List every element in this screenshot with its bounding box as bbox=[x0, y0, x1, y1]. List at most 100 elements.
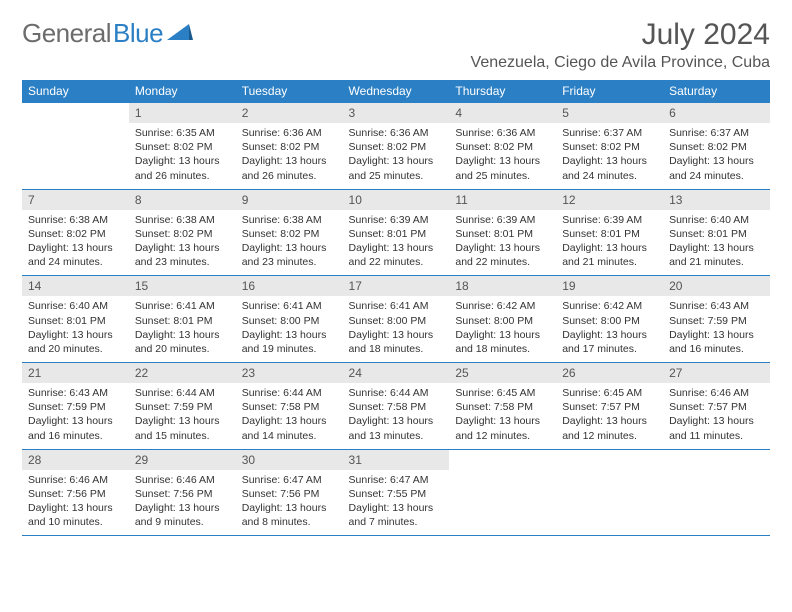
sunset-text: Sunset: 7:55 PM bbox=[349, 487, 444, 501]
day-body: Sunrise: 6:37 AMSunset: 8:02 PMDaylight:… bbox=[556, 123, 663, 189]
sunset-text: Sunset: 7:57 PM bbox=[562, 400, 657, 414]
sunset-text: Sunset: 7:57 PM bbox=[669, 400, 764, 414]
calendar-day: 27Sunrise: 6:46 AMSunset: 7:57 PMDayligh… bbox=[663, 363, 770, 450]
sunrise-text: Sunrise: 6:45 AM bbox=[562, 386, 657, 400]
sunset-text: Sunset: 8:02 PM bbox=[669, 140, 764, 154]
calendar-day: 31Sunrise: 6:47 AMSunset: 7:55 PMDayligh… bbox=[343, 449, 450, 536]
day-number: 28 bbox=[22, 450, 129, 470]
calendar-day: 16Sunrise: 6:41 AMSunset: 8:00 PMDayligh… bbox=[236, 276, 343, 363]
day-number: 25 bbox=[449, 363, 556, 383]
header: GeneralBlue July 2024 Venezuela, Ciego d… bbox=[22, 18, 770, 72]
day-number: 15 bbox=[129, 276, 236, 296]
sunrise-text: Sunrise: 6:44 AM bbox=[242, 386, 337, 400]
day-number: 1 bbox=[129, 103, 236, 123]
sunset-text: Sunset: 8:02 PM bbox=[349, 140, 444, 154]
day-body: Sunrise: 6:47 AMSunset: 7:56 PMDaylight:… bbox=[236, 470, 343, 536]
sunset-text: Sunset: 8:00 PM bbox=[349, 314, 444, 328]
sunrise-text: Sunrise: 6:41 AM bbox=[242, 299, 337, 313]
calendar-day: 19Sunrise: 6:42 AMSunset: 8:00 PMDayligh… bbox=[556, 276, 663, 363]
day-number: 30 bbox=[236, 450, 343, 470]
calendar-day bbox=[22, 103, 129, 190]
day-number: 5 bbox=[556, 103, 663, 123]
location-text: Venezuela, Ciego de Avila Province, Cuba bbox=[471, 54, 770, 72]
day-number: 16 bbox=[236, 276, 343, 296]
daylight-text: Daylight: 13 hours and 7 minutes. bbox=[349, 501, 444, 529]
sunset-text: Sunset: 7:59 PM bbox=[28, 400, 123, 414]
sunrise-text: Sunrise: 6:42 AM bbox=[455, 299, 550, 313]
month-title: July 2024 bbox=[471, 18, 770, 52]
day-number: 10 bbox=[343, 190, 450, 210]
calendar-day: 28Sunrise: 6:46 AMSunset: 7:56 PMDayligh… bbox=[22, 449, 129, 536]
calendar-table: Sunday Monday Tuesday Wednesday Thursday… bbox=[22, 80, 770, 536]
day-body: Sunrise: 6:36 AMSunset: 8:02 PMDaylight:… bbox=[449, 123, 556, 189]
day-body: Sunrise: 6:46 AMSunset: 7:56 PMDaylight:… bbox=[129, 470, 236, 536]
day-body: Sunrise: 6:46 AMSunset: 7:56 PMDaylight:… bbox=[22, 470, 129, 536]
sunrise-text: Sunrise: 6:39 AM bbox=[349, 213, 444, 227]
day-number: 14 bbox=[22, 276, 129, 296]
calendar-week: 7Sunrise: 6:38 AMSunset: 8:02 PMDaylight… bbox=[22, 189, 770, 276]
daylight-text: Daylight: 13 hours and 19 minutes. bbox=[242, 328, 337, 356]
sunset-text: Sunset: 8:02 PM bbox=[135, 227, 230, 241]
sunrise-text: Sunrise: 6:40 AM bbox=[669, 213, 764, 227]
calendar-day: 2Sunrise: 6:36 AMSunset: 8:02 PMDaylight… bbox=[236, 103, 343, 190]
day-body: Sunrise: 6:45 AMSunset: 7:57 PMDaylight:… bbox=[556, 383, 663, 449]
sunrise-text: Sunrise: 6:45 AM bbox=[455, 386, 550, 400]
sunrise-text: Sunrise: 6:43 AM bbox=[669, 299, 764, 313]
day-body: Sunrise: 6:41 AMSunset: 8:00 PMDaylight:… bbox=[343, 296, 450, 362]
sunrise-text: Sunrise: 6:47 AM bbox=[349, 473, 444, 487]
daylight-text: Daylight: 13 hours and 23 minutes. bbox=[242, 241, 337, 269]
day-number: 19 bbox=[556, 276, 663, 296]
calendar-day: 3Sunrise: 6:36 AMSunset: 8:02 PMDaylight… bbox=[343, 103, 450, 190]
sunset-text: Sunset: 8:02 PM bbox=[135, 140, 230, 154]
day-number: 13 bbox=[663, 190, 770, 210]
day-number: 26 bbox=[556, 363, 663, 383]
sunset-text: Sunset: 7:58 PM bbox=[349, 400, 444, 414]
day-number: 2 bbox=[236, 103, 343, 123]
sunset-text: Sunset: 8:02 PM bbox=[242, 140, 337, 154]
sunset-text: Sunset: 8:02 PM bbox=[562, 140, 657, 154]
calendar-day: 26Sunrise: 6:45 AMSunset: 7:57 PMDayligh… bbox=[556, 363, 663, 450]
sunset-text: Sunset: 8:01 PM bbox=[562, 227, 657, 241]
day-number: 24 bbox=[343, 363, 450, 383]
day-number: 17 bbox=[343, 276, 450, 296]
calendar-day: 22Sunrise: 6:44 AMSunset: 7:59 PMDayligh… bbox=[129, 363, 236, 450]
sunset-text: Sunset: 8:01 PM bbox=[135, 314, 230, 328]
day-body: Sunrise: 6:39 AMSunset: 8:01 PMDaylight:… bbox=[343, 210, 450, 276]
sunset-text: Sunset: 8:00 PM bbox=[562, 314, 657, 328]
sunrise-text: Sunrise: 6:44 AM bbox=[349, 386, 444, 400]
calendar-day: 13Sunrise: 6:40 AMSunset: 8:01 PMDayligh… bbox=[663, 189, 770, 276]
daylight-text: Daylight: 13 hours and 17 minutes. bbox=[562, 328, 657, 356]
calendar-day bbox=[449, 449, 556, 536]
calendar-day: 5Sunrise: 6:37 AMSunset: 8:02 PMDaylight… bbox=[556, 103, 663, 190]
sunrise-text: Sunrise: 6:37 AM bbox=[669, 126, 764, 140]
sunrise-text: Sunrise: 6:39 AM bbox=[562, 213, 657, 227]
day-body: Sunrise: 6:41 AMSunset: 8:00 PMDaylight:… bbox=[236, 296, 343, 362]
day-number: 20 bbox=[663, 276, 770, 296]
day-body: Sunrise: 6:44 AMSunset: 7:58 PMDaylight:… bbox=[343, 383, 450, 449]
calendar-day: 4Sunrise: 6:36 AMSunset: 8:02 PMDaylight… bbox=[449, 103, 556, 190]
calendar-day: 21Sunrise: 6:43 AMSunset: 7:59 PMDayligh… bbox=[22, 363, 129, 450]
calendar-header-row: Sunday Monday Tuesday Wednesday Thursday… bbox=[22, 80, 770, 103]
calendar-day: 24Sunrise: 6:44 AMSunset: 7:58 PMDayligh… bbox=[343, 363, 450, 450]
calendar-day: 23Sunrise: 6:44 AMSunset: 7:58 PMDayligh… bbox=[236, 363, 343, 450]
day-number: 18 bbox=[449, 276, 556, 296]
sunrise-text: Sunrise: 6:47 AM bbox=[242, 473, 337, 487]
calendar-body: 1Sunrise: 6:35 AMSunset: 8:02 PMDaylight… bbox=[22, 103, 770, 536]
daylight-text: Daylight: 13 hours and 22 minutes. bbox=[349, 241, 444, 269]
day-number: 8 bbox=[129, 190, 236, 210]
day-number: 11 bbox=[449, 190, 556, 210]
dayname-wed: Wednesday bbox=[343, 80, 450, 103]
day-body: Sunrise: 6:36 AMSunset: 8:02 PMDaylight:… bbox=[343, 123, 450, 189]
day-body: Sunrise: 6:41 AMSunset: 8:01 PMDaylight:… bbox=[129, 296, 236, 362]
sunset-text: Sunset: 8:01 PM bbox=[28, 314, 123, 328]
daylight-text: Daylight: 13 hours and 22 minutes. bbox=[455, 241, 550, 269]
day-body: Sunrise: 6:40 AMSunset: 8:01 PMDaylight:… bbox=[663, 210, 770, 276]
calendar-day: 15Sunrise: 6:41 AMSunset: 8:01 PMDayligh… bbox=[129, 276, 236, 363]
day-body: Sunrise: 6:36 AMSunset: 8:02 PMDaylight:… bbox=[236, 123, 343, 189]
daylight-text: Daylight: 13 hours and 13 minutes. bbox=[349, 414, 444, 442]
calendar-day: 12Sunrise: 6:39 AMSunset: 8:01 PMDayligh… bbox=[556, 189, 663, 276]
calendar-day: 11Sunrise: 6:39 AMSunset: 8:01 PMDayligh… bbox=[449, 189, 556, 276]
day-body: Sunrise: 6:42 AMSunset: 8:00 PMDaylight:… bbox=[449, 296, 556, 362]
calendar-day: 8Sunrise: 6:38 AMSunset: 8:02 PMDaylight… bbox=[129, 189, 236, 276]
calendar-day bbox=[663, 449, 770, 536]
